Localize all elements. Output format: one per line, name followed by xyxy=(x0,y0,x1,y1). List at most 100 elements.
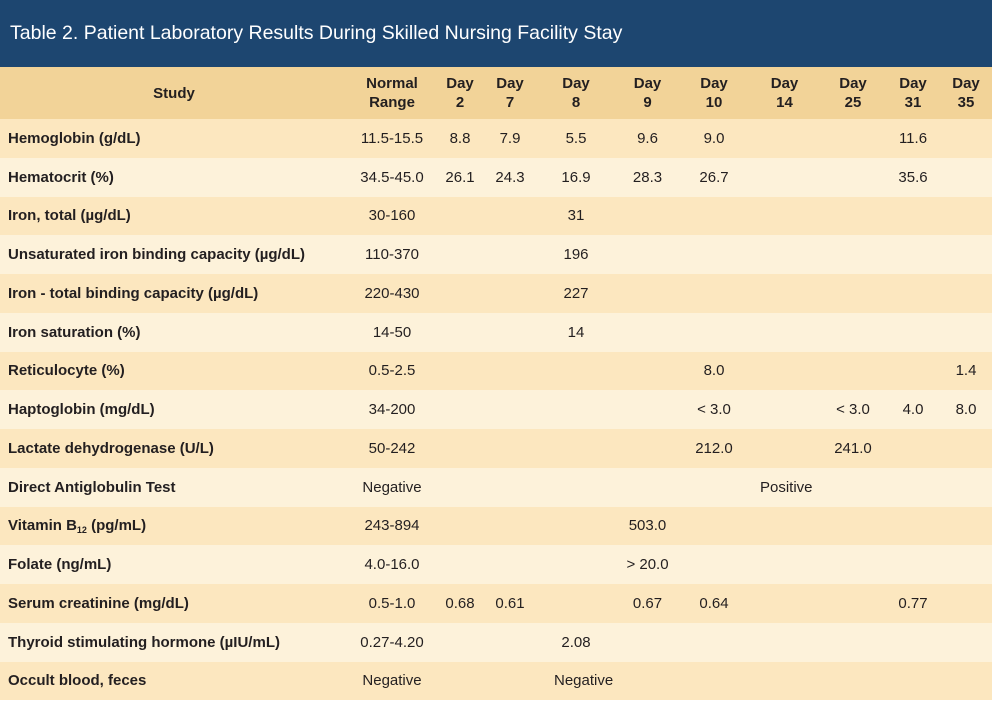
table-row: Direct Antiglobulin Test Negative Positive xyxy=(0,467,992,507)
result-cell xyxy=(436,197,484,236)
header-day: Day 25 xyxy=(820,67,886,119)
result-cell xyxy=(679,197,749,236)
table-row: Vitamin B12 (pg/mL) 243-894 503.0 xyxy=(0,506,992,546)
normal-range-cell: 0.27-4.20 xyxy=(360,633,424,651)
study-name-cell: Iron, total (µg/dL) xyxy=(8,207,131,225)
result-cell xyxy=(886,507,940,546)
header-day: Day 9 xyxy=(616,67,679,119)
table-row: Occult blood, feces Negative Negative xyxy=(0,661,992,701)
result-cell xyxy=(616,235,679,274)
result-cell xyxy=(616,390,679,429)
header-study: Study xyxy=(153,84,195,102)
result-cell xyxy=(820,352,886,391)
table-row: Thyroid stimulating hormone (µIU/mL) 0.27… xyxy=(0,622,992,662)
header-day-number: 9 xyxy=(643,94,652,111)
result-cell: 35.6 xyxy=(898,168,928,186)
result-cell xyxy=(436,352,484,391)
normal-range-cell: 4.0-16.0 xyxy=(364,556,420,574)
result-cell xyxy=(536,545,616,584)
result-cell: 9.6 xyxy=(637,129,658,147)
header-day-number: 8 xyxy=(571,94,581,111)
result-cell xyxy=(436,623,484,662)
result-cell: 0.61 xyxy=(495,594,525,612)
header-day-number: 31 xyxy=(904,94,922,111)
result-cell xyxy=(820,313,886,352)
normal-range-cell: 50-242 xyxy=(368,439,416,457)
study-name-cell: Serum creatinine (mg/dL) xyxy=(8,594,189,612)
result-cell xyxy=(436,235,484,274)
result-cell: 241.0 xyxy=(834,439,872,457)
header-day-label: Day xyxy=(496,75,524,92)
result-cell: 28.3 xyxy=(632,168,663,186)
result-cell xyxy=(679,507,749,546)
study-name-part: Vitamin B xyxy=(8,517,77,535)
result-cell xyxy=(940,119,992,158)
result-cell: 0.64 xyxy=(699,594,729,612)
header-day: Day 14 xyxy=(749,67,820,119)
result-cell xyxy=(749,507,820,546)
lab-results-table: Study Normal Range Day 2 Day 7 Day 8 Day 9 D… xyxy=(0,67,992,701)
result-cell xyxy=(820,584,886,623)
result-cell xyxy=(886,313,940,352)
result-cell xyxy=(886,197,940,236)
table-row: Haptoglobin (mg/dL) 34-200 < 3.0 < 3.0 4.0 8.… xyxy=(0,390,992,429)
header-day: Day 8 xyxy=(536,67,616,119)
header-day-label: Day xyxy=(952,75,980,92)
result-cell xyxy=(886,274,940,313)
result-cell xyxy=(616,313,679,352)
result-cell xyxy=(679,545,749,584)
result-cell xyxy=(940,158,992,197)
result-cell: 0.68 xyxy=(445,594,475,612)
study-name-cell: Iron - total binding capacity (µg/dL) xyxy=(8,284,259,302)
result-cell xyxy=(536,390,616,429)
result-cell xyxy=(749,119,820,158)
result-cell xyxy=(820,197,886,236)
study-name-cell: Thyroid stimulating hormone (µIU/mL) xyxy=(8,633,280,651)
result-cell xyxy=(749,158,820,197)
study-name-cell: Folate (ng/mL) xyxy=(8,556,112,574)
result-cell xyxy=(940,429,992,468)
normal-range-cell: 110-370 xyxy=(365,246,419,264)
header-normal-line1: Normal xyxy=(366,75,418,92)
result-cell: < 3.0 xyxy=(836,401,870,419)
normal-range-cell: 11.5-15.5 xyxy=(360,129,424,147)
normal-range-cell: 243-894 xyxy=(364,517,420,535)
study-name-subscript: 12 xyxy=(76,525,87,536)
header-day: Day 35 xyxy=(940,67,992,119)
normal-range-cell: 34.5-45.0 xyxy=(360,168,424,186)
result-cell xyxy=(749,352,820,391)
study-name-cell: Occult blood, feces xyxy=(8,672,147,690)
normal-range-cell: 34-200 xyxy=(368,401,416,419)
table-row: Serum creatinine (mg/dL) 0.5-1.0 0.68 0.61 0… xyxy=(0,584,992,623)
result-cell: 16.9 xyxy=(561,168,591,186)
table-row: Reticulocyte (%) 0.5-2.5 8.0 1.4 xyxy=(0,351,992,391)
result-cell xyxy=(679,313,749,352)
header-day-label: Day xyxy=(633,75,662,92)
result-cell xyxy=(436,545,484,584)
result-cell xyxy=(484,313,536,352)
result-cell xyxy=(536,352,616,391)
study-name-cell: Iron saturation (%) xyxy=(8,323,141,341)
result-cell: 2.08 xyxy=(561,633,591,651)
result-cell xyxy=(484,197,536,236)
result-cell xyxy=(820,119,886,158)
header-day-label: Day xyxy=(839,75,867,92)
result-cell xyxy=(536,584,616,623)
study-name-cell: Vitamin B12 (pg/mL) xyxy=(0,507,348,546)
header-day: Day 2 xyxy=(436,67,484,119)
result-cell: 31 xyxy=(567,207,585,225)
normal-range-cell: 0.5-1.0 xyxy=(368,594,416,612)
header-day-label: Day xyxy=(446,75,474,92)
result-cell xyxy=(749,197,820,236)
study-name-cell: Reticulocyte (%) xyxy=(8,362,125,380)
result-cell xyxy=(940,623,992,662)
result-cell xyxy=(484,352,536,391)
result-cell xyxy=(820,545,886,584)
result-cell xyxy=(820,158,886,197)
result-cell: 0.67 xyxy=(632,594,663,612)
result-cell xyxy=(749,623,820,662)
result-cell xyxy=(940,274,992,313)
header-day-label: Day xyxy=(700,75,728,92)
result-cell xyxy=(436,507,484,546)
table-row: Hematocrit (%) 34.5-45.0 26.1 24.3 16.9 28.3 2… xyxy=(0,157,992,197)
